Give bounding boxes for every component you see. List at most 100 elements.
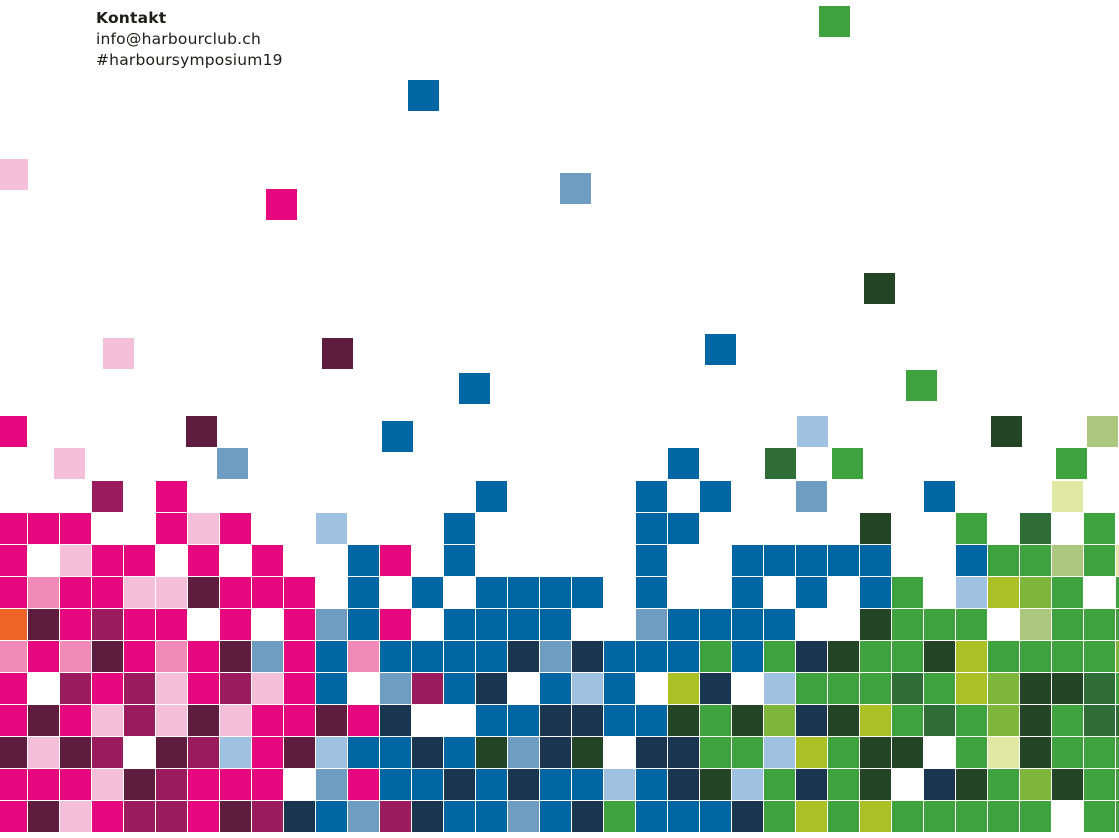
mosaic-tile — [892, 641, 923, 672]
mosaic-tile — [1056, 448, 1087, 479]
mosaic-tile — [220, 641, 251, 672]
mosaic-tile — [636, 609, 667, 640]
mosaic-tile — [188, 545, 219, 576]
mosaic-tile — [444, 769, 475, 800]
mosaic-tile — [924, 641, 955, 672]
mosaic-tile — [668, 737, 699, 768]
mosaic-tile — [572, 577, 603, 608]
mosaic-tile — [560, 173, 591, 204]
mosaic-tile — [316, 769, 347, 800]
mosaic-tile — [220, 513, 251, 544]
mosaic-tile — [860, 513, 891, 544]
mosaic-tile — [540, 641, 571, 672]
mosaic-tile — [1052, 737, 1083, 768]
mosaic-tile — [1020, 673, 1051, 704]
mosaic-tile — [92, 481, 123, 512]
mosaic-tile — [0, 609, 27, 640]
mosaic-tile — [444, 737, 475, 768]
mosaic-tile — [220, 673, 251, 704]
mosaic-tile — [220, 737, 251, 768]
mosaic-tile — [316, 609, 347, 640]
mosaic-tile — [1084, 801, 1115, 832]
mosaic-tile — [636, 577, 667, 608]
mosaic-tile — [92, 577, 123, 608]
mosaic-tile — [924, 673, 955, 704]
mosaic-tile — [988, 673, 1019, 704]
mosaic-tile — [540, 801, 571, 832]
mosaic-tile — [828, 545, 859, 576]
mosaic-tile — [828, 801, 859, 832]
mosaic-tile — [832, 448, 863, 479]
contact-email-link[interactable]: info@harbourclub.ch — [96, 30, 262, 48]
mosaic-tile — [860, 769, 891, 800]
contact-block: Kontakt info@harbourclub.ch #harboursymp… — [96, 8, 283, 71]
mosaic-tile — [636, 737, 667, 768]
mosaic-tile — [860, 641, 891, 672]
mosaic-tile — [668, 705, 699, 736]
mosaic-tile — [1116, 545, 1119, 576]
mosaic-tile — [124, 801, 155, 832]
mosaic-tile — [700, 641, 731, 672]
mosaic-tile — [860, 609, 891, 640]
mosaic-tile — [124, 641, 155, 672]
mosaic-tile — [380, 737, 411, 768]
mosaic-tile — [316, 641, 347, 672]
mosaic-tile — [764, 705, 795, 736]
mosaic-tile — [828, 673, 859, 704]
mosaic-tile — [668, 513, 699, 544]
mosaic-tile — [252, 737, 283, 768]
mosaic-tile — [765, 448, 796, 479]
mosaic-tile — [732, 641, 763, 672]
mosaic-tile — [188, 769, 219, 800]
mosaic-tile — [540, 769, 571, 800]
mosaic-tile — [796, 705, 827, 736]
mosaic-tile — [956, 609, 987, 640]
mosaic-tile — [156, 513, 187, 544]
mosaic-tile — [572, 737, 603, 768]
mosaic-tile — [124, 577, 155, 608]
mosaic-tile — [732, 801, 763, 832]
mosaic-tile — [60, 609, 91, 640]
mosaic-tile — [380, 641, 411, 672]
mosaic-tile — [1020, 513, 1051, 544]
mosaic-tile — [124, 673, 155, 704]
mosaic-tile — [1020, 705, 1051, 736]
mosaic-tile — [700, 737, 731, 768]
mosaic-tile — [508, 737, 539, 768]
mosaic-tile — [124, 769, 155, 800]
mosaic-tile — [444, 673, 475, 704]
mosaic-tile — [924, 481, 955, 512]
mosaic-tile — [572, 641, 603, 672]
mosaic-tile — [188, 641, 219, 672]
mosaic-tile — [252, 801, 283, 832]
mosaic-tile — [476, 641, 507, 672]
mosaic-tile — [828, 705, 859, 736]
mosaic-tile — [1020, 769, 1051, 800]
mosaic-tile — [348, 801, 379, 832]
mosaic-tile — [636, 705, 667, 736]
mosaic-tile — [924, 769, 955, 800]
mosaic-tile — [1020, 577, 1051, 608]
mosaic-tile — [316, 737, 347, 768]
mosaic-tile — [924, 801, 955, 832]
mosaic-tile — [1020, 545, 1051, 576]
mosaic-tile — [60, 545, 91, 576]
mosaic-tile — [636, 513, 667, 544]
mosaic-tile — [1020, 737, 1051, 768]
mosaic-tile — [1084, 673, 1115, 704]
mosaic-tile — [1052, 545, 1083, 576]
mosaic-tile — [508, 609, 539, 640]
mosaic-tile — [991, 416, 1022, 447]
mosaic-tile — [828, 737, 859, 768]
mosaic-tile — [540, 673, 571, 704]
mosaic-tile — [604, 705, 635, 736]
mosaic-tile — [444, 641, 475, 672]
mosaic-tile — [700, 481, 731, 512]
contact-hashtag: #harboursymposium19 — [96, 51, 283, 69]
mosaic-tile — [252, 577, 283, 608]
mosaic-tile — [892, 737, 923, 768]
mosaic-tile — [412, 737, 443, 768]
mosaic-tile — [476, 673, 507, 704]
mosaic-tile — [60, 641, 91, 672]
mosaic-tile — [508, 641, 539, 672]
